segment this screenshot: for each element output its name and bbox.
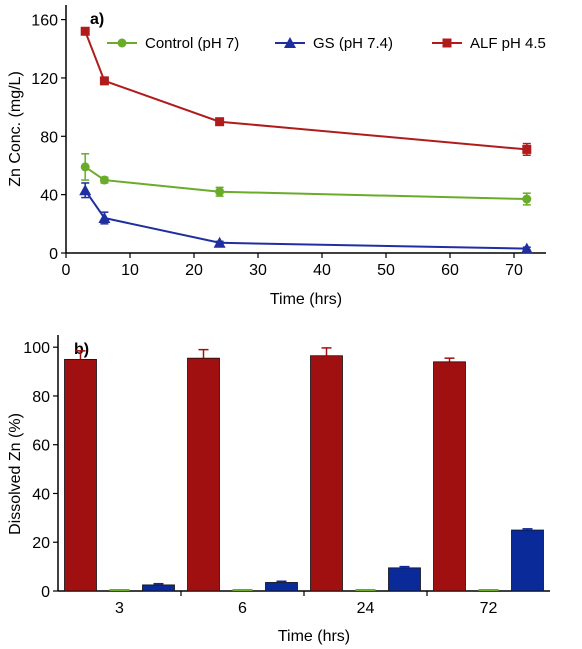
- panel-b-y-tick-label: 60: [32, 438, 50, 455]
- panel-b-bar: [265, 582, 298, 592]
- panel-b-y-tick-label: 80: [32, 389, 50, 406]
- panel-b-bar: [142, 584, 175, 592]
- panel-b-ticks: 0 20 40 60 80 100 3 6 24 72: [23, 340, 497, 617]
- panel-a-legend: Control (pH 7) GS (pH 7.4) ALF pH 4.5: [107, 35, 546, 52]
- panel-a-data-point: [99, 76, 109, 86]
- panel-a-x-tick-label: 30: [249, 262, 267, 279]
- panel-a-x-axis-title: Time (hrs): [270, 291, 342, 308]
- panel-a-series-line: [84, 189, 527, 250]
- panel-a-x-tick-label: 20: [185, 262, 203, 279]
- panel-a-data-point: [215, 187, 225, 197]
- panel-a-y-tick-label: 120: [31, 71, 58, 88]
- panel-a-series-triangle: [79, 182, 533, 254]
- panel-b-y-axis-title: Dissolved Zn (%): [7, 413, 24, 535]
- panel-b-bar-chart: b) Time (hrs) Dissolved Zn (%) 0 20 40 60 80…: [7, 335, 550, 645]
- panel-a-x-tick-label: 10: [121, 262, 139, 279]
- panel-a-legend-item: GS (pH 7.4): [275, 35, 393, 52]
- panel-b-y-tick-label: 40: [32, 486, 50, 503]
- panel-a-data-point: [522, 194, 532, 204]
- panel-b-bar-group: [433, 357, 544, 592]
- panel-a-data-point: [520, 242, 533, 254]
- panel-a-y-tick-label: 160: [31, 13, 58, 30]
- panel-b-y-tick-label: 100: [23, 340, 50, 357]
- panel-a-data-point: [215, 117, 225, 127]
- panel-b-x-tick-label: 72: [480, 600, 498, 617]
- panel-a-data-point: [213, 236, 226, 248]
- panel-a-x-tick-label: 50: [377, 262, 395, 279]
- panel-b-bar: [187, 357, 220, 592]
- panel-b-bar-group: [64, 350, 175, 592]
- panel-b-bar-group: [187, 348, 298, 592]
- panel-a-data-point: [80, 162, 90, 172]
- panel-b-x-tick-label: 24: [357, 600, 375, 617]
- panel-a-x-tick-label: 70: [505, 262, 523, 279]
- panel-a-series-line: [84, 30, 527, 151]
- panel-a-label: a): [90, 11, 104, 28]
- panel-b-x-tick-label: 6: [238, 600, 247, 617]
- panel-a-series-square: [80, 26, 532, 157]
- panel-a-legend-marker: [284, 37, 296, 48]
- panel-a-data-point: [522, 144, 532, 154]
- panel-a-series-line: [84, 166, 527, 201]
- panel-b-bar: [388, 567, 421, 592]
- panel-b-label: b): [74, 341, 89, 358]
- panel-a-y-tick-label: 80: [40, 129, 58, 146]
- panel-a-x-tick-label: 40: [313, 262, 331, 279]
- panel-a-y-axis-title: Zn Conc. (mg/L): [7, 71, 24, 187]
- panel-b-y-tick-label: 20: [32, 535, 50, 552]
- panel-b-x-tick-label: 3: [115, 600, 124, 617]
- panel-a-ticks: 0 10 20 30 40 50 60 70 0 40 80 120 160: [31, 13, 523, 279]
- panel-b-bar: [310, 355, 343, 592]
- panel-a-data-point: [99, 175, 109, 185]
- panel-a-legend-item: Control (pH 7): [107, 35, 239, 52]
- panel-a-legend-marker: [442, 38, 452, 48]
- panel-a-data-point: [80, 26, 90, 36]
- panel-a-x-tick-label: 0: [62, 262, 71, 279]
- panel-b-x-axis-title: Time (hrs): [278, 628, 350, 645]
- panel-a-data-point: [79, 184, 92, 196]
- panel-b-bars-group: [64, 347, 544, 592]
- panel-a-y-tick-label: 40: [40, 188, 58, 205]
- panel-b-bar: [433, 361, 466, 592]
- panel-b-bar: [511, 529, 544, 592]
- panel-a-series-group: [79, 26, 533, 254]
- panel-a-series-circle: [80, 153, 532, 206]
- panel-a-x-tick-label: 60: [441, 262, 459, 279]
- panel-a-y-tick-label: 0: [49, 246, 58, 263]
- panel-a-line-chart: a) Time (hrs) Zn Conc. (mg/L) 0 10 20 30 40 5…: [7, 5, 546, 308]
- panel-a-data-point: [98, 211, 111, 223]
- panel-a-legend-label: ALF pH 4.5: [470, 35, 546, 52]
- panel-a-legend-item: ALF pH 4.5: [432, 35, 546, 52]
- panel-b-bar: [64, 358, 97, 592]
- panel-a-legend-label: Control (pH 7): [145, 35, 239, 52]
- panel-a-legend-marker: [117, 38, 127, 48]
- panel-a-legend-label: GS (pH 7.4): [313, 35, 393, 52]
- panel-b-bar-group: [310, 347, 421, 592]
- panel-b-y-tick-label: 0: [41, 584, 50, 601]
